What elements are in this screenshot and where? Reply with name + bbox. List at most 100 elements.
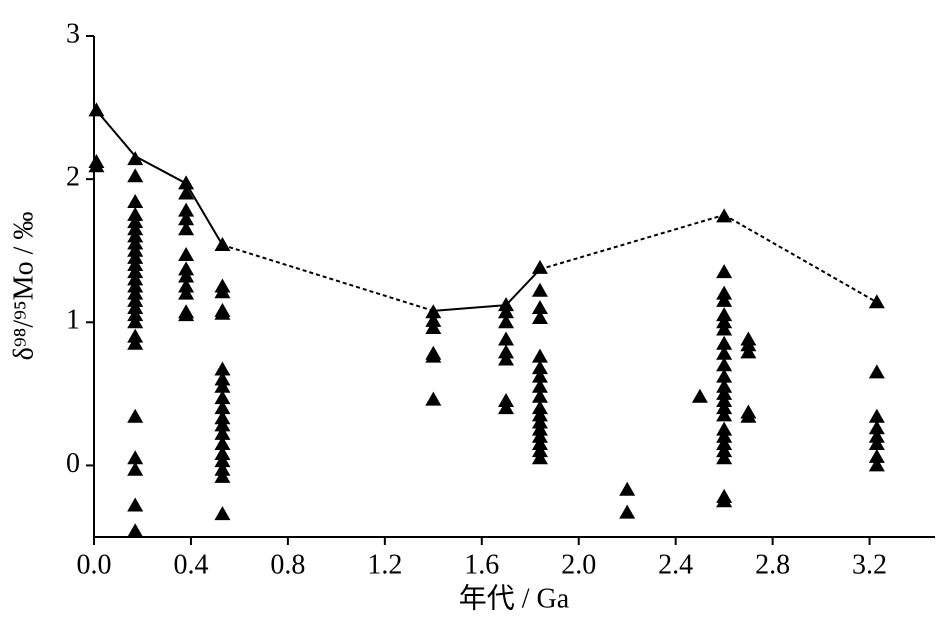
data-point (127, 523, 144, 538)
data-point (868, 448, 885, 463)
x-tick-label: 1.2 (367, 549, 402, 580)
data-point (214, 468, 231, 483)
trend-segment (505, 268, 541, 306)
data-point (127, 285, 144, 300)
data-point (214, 425, 231, 440)
data-point (716, 428, 733, 443)
data-point (498, 351, 515, 366)
data-point (716, 314, 733, 329)
data-point (127, 206, 144, 221)
data-point (716, 493, 733, 508)
data-point (127, 307, 144, 322)
data-point (425, 348, 442, 363)
data-point (127, 292, 144, 307)
x-tick-label: 2.0 (561, 549, 596, 580)
data-point (868, 428, 885, 443)
data-point (531, 348, 548, 363)
data-point (531, 360, 548, 375)
data-point (127, 151, 144, 166)
data-point (868, 435, 885, 450)
data-point (178, 211, 195, 226)
data-point (178, 278, 195, 293)
data-point (178, 221, 195, 236)
data-point (127, 249, 144, 264)
data-point (716, 357, 733, 372)
data-point (127, 242, 144, 257)
data-point (88, 158, 105, 173)
data-point (531, 388, 548, 403)
data-point (868, 457, 885, 472)
data-point (716, 385, 733, 400)
data-point (214, 453, 231, 468)
data-point (214, 390, 231, 405)
trend-segment (134, 155, 187, 185)
data-point (716, 400, 733, 415)
data-point (127, 461, 144, 476)
data-point (178, 285, 195, 300)
data-point (619, 481, 636, 496)
data-point (716, 443, 733, 458)
data-point (214, 305, 231, 320)
trend-segment (539, 213, 725, 271)
data-point (214, 506, 231, 521)
data-point (716, 321, 733, 336)
data-point (127, 264, 144, 279)
data-point (127, 408, 144, 423)
y-tick-label: 3 (66, 18, 80, 49)
x-tick-label: 1.6 (464, 549, 499, 580)
data-point (178, 185, 195, 200)
data-point (127, 194, 144, 209)
data-point (214, 284, 231, 299)
data-point (531, 414, 548, 429)
data-point (214, 361, 231, 376)
data-point (178, 268, 195, 283)
data-point (531, 282, 548, 297)
data-point (716, 292, 733, 307)
data-point (127, 278, 144, 293)
trend-segment (433, 304, 507, 312)
data-point (531, 450, 548, 465)
data-point (716, 285, 733, 300)
x-tick-label: 2.4 (658, 549, 693, 580)
data-point (127, 450, 144, 465)
data-point (214, 461, 231, 476)
data-point (127, 168, 144, 183)
data-point (127, 235, 144, 250)
data-point (425, 304, 442, 319)
data-point (127, 228, 144, 243)
data-point (716, 393, 733, 408)
data-point (716, 345, 733, 360)
data-point (214, 445, 231, 460)
data-point (716, 407, 733, 422)
data-point (716, 335, 733, 350)
data-point (178, 307, 195, 322)
data-point (531, 378, 548, 393)
trend-segment (222, 244, 434, 312)
data-point (127, 221, 144, 236)
data-point (716, 264, 733, 279)
data-point (127, 214, 144, 229)
y-tick-label: 2 (66, 162, 80, 193)
data-point (716, 435, 733, 450)
data-point (88, 102, 105, 117)
y-tick-label: 1 (66, 305, 80, 336)
data-point (716, 450, 733, 465)
data-point (178, 202, 195, 217)
data-point (214, 378, 231, 393)
data-point (498, 393, 515, 408)
data-point (127, 314, 144, 329)
data-point (214, 417, 231, 432)
data-point (716, 421, 733, 436)
data-point (425, 320, 442, 335)
data-point (531, 421, 548, 436)
data-point (127, 299, 144, 314)
data-point (214, 435, 231, 450)
data-point (531, 259, 548, 274)
trend-segment (185, 182, 224, 246)
data-point (868, 420, 885, 435)
data-point (531, 435, 548, 450)
data-point (214, 400, 231, 415)
data-point (740, 337, 757, 352)
y-axis-label: δ⁹⁸/⁹⁵Mo / ‰ (8, 212, 39, 361)
